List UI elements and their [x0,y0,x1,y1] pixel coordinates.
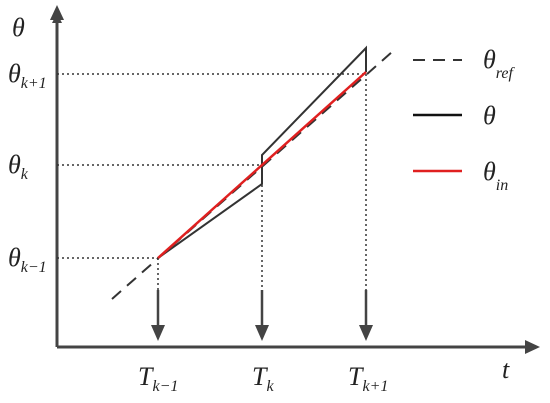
subscript: k [266,378,274,395]
subscript: k+1 [21,75,47,92]
symbol: T [348,362,364,391]
y-mark: θk−1 [8,243,47,276]
symbol: T [252,362,268,391]
symbol: θ [8,59,21,88]
actual-line [157,45,367,259]
symbol: θ [8,243,21,272]
symbol: θ [483,157,496,186]
subscript: in [496,177,508,194]
x-mark: Tk−1 [138,362,178,395]
symbol: θ [483,45,496,74]
legend-label: θref [483,45,516,82]
symbol: θ [483,101,496,130]
x-mark: Tk [252,362,274,395]
x-axis-label: t [502,355,510,384]
subscript: k−1 [21,259,47,276]
symbol: θ [8,150,21,179]
x-axis-arrow [525,340,540,354]
arrow-heads [151,325,373,341]
guides [57,73,367,290]
subscript: k [21,166,29,183]
legend-label: θin [483,157,508,194]
sample-arrows [156,290,368,328]
y-axis-arrow [50,5,64,20]
symbol: T [138,362,154,391]
y-mark: θk+1 [8,59,47,92]
y-mark: θk [8,150,29,183]
subscript: k+1 [362,378,388,395]
input-line [157,71,367,259]
y-axis-label: θ [12,13,25,42]
subscript: k−1 [152,378,178,395]
legend-label: θ [483,101,496,130]
subscript: ref [496,65,516,82]
x-mark: Tk+1 [348,362,388,395]
